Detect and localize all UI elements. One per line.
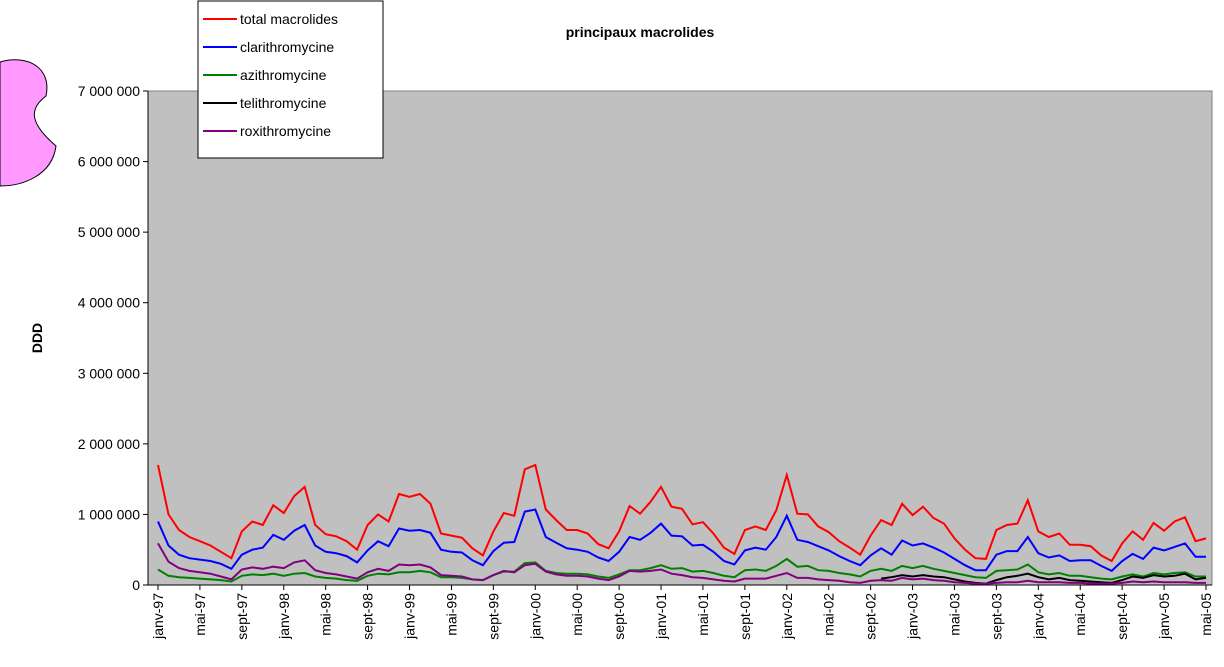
y-tick-label: 1 000 000 xyxy=(78,506,140,522)
x-tick-label: mai-98 xyxy=(318,593,334,636)
y-tick-label: 0 xyxy=(132,577,140,593)
x-tick-label: sept-00 xyxy=(611,593,627,640)
legend-label: telithromycine xyxy=(240,95,327,111)
x-tick-label: janv-01 xyxy=(653,593,669,640)
x-tick-label: janv-05 xyxy=(1156,593,1172,640)
x-tick-label: mai-03 xyxy=(946,593,962,636)
y-axis-label: DDD xyxy=(29,323,45,353)
x-tick-label: sept-03 xyxy=(988,593,1004,640)
chart-title: principaux macrolides xyxy=(566,24,715,40)
y-tick-label: 7 000 000 xyxy=(78,83,140,99)
x-tick-label: mai-05 xyxy=(1198,593,1214,636)
y-tick-label: 5 000 000 xyxy=(78,224,140,240)
x-tick-label: janv-98 xyxy=(276,593,292,640)
x-tick-label: janv-03 xyxy=(905,593,921,640)
y-tick-label: 3 000 000 xyxy=(78,365,140,381)
x-tick-label: mai-02 xyxy=(821,593,837,636)
series-line xyxy=(157,463,1207,563)
x-tick-label: mai-01 xyxy=(695,593,711,636)
x-tick-label: janv-02 xyxy=(779,593,795,640)
y-tick-label: 4 000 000 xyxy=(78,295,140,311)
series-line xyxy=(157,557,1206,583)
x-tick-label: janv-04 xyxy=(1030,593,1046,640)
x-tick-label: janv-99 xyxy=(402,593,418,640)
x-tick-label: sept-04 xyxy=(1114,593,1130,640)
x-tick-label: sept-01 xyxy=(737,593,753,640)
series-line xyxy=(157,542,1206,585)
x-tick-label: sept-02 xyxy=(863,593,879,640)
series-line xyxy=(157,508,1206,573)
cloud-shape xyxy=(0,59,57,187)
plot-area xyxy=(147,90,1213,586)
x-tick-label: sept-97 xyxy=(234,593,250,640)
x-tick-label: janv-97 xyxy=(150,593,166,640)
legend-label: azithromycine xyxy=(240,67,327,83)
legend-label: total macrolides xyxy=(240,11,338,27)
y-tick-label: 6 000 000 xyxy=(78,154,140,170)
legend-label: clarithromycine xyxy=(240,39,334,55)
x-tick-label: mai-00 xyxy=(569,593,585,636)
x-tick-label: mai-99 xyxy=(443,593,459,636)
y-tick-label: 2 000 000 xyxy=(78,436,140,452)
x-tick-label: mai-04 xyxy=(1072,593,1088,636)
x-tick-label: janv-00 xyxy=(527,593,543,640)
x-tick-label: sept-98 xyxy=(360,593,376,640)
legend-label: roxithromycine xyxy=(240,123,331,139)
x-tick-label: sept-99 xyxy=(485,593,501,640)
series-line xyxy=(880,572,1207,585)
x-tick-label: mai-97 xyxy=(192,593,208,636)
